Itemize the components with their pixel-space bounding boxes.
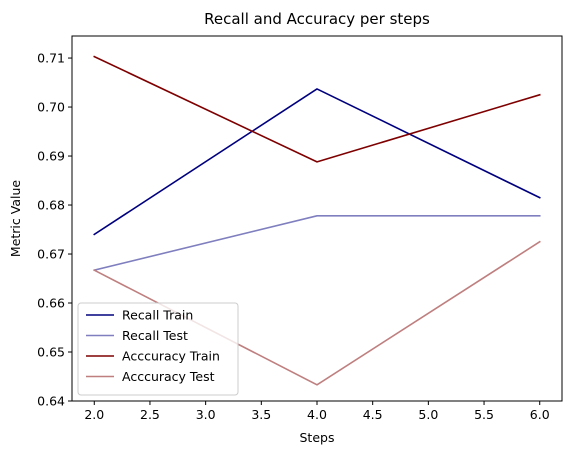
x-tick-label: 5.0: [418, 407, 438, 422]
chart-title: Recall and Accuracy per steps: [204, 10, 430, 28]
x-axis-label: Steps: [300, 430, 335, 445]
legend-label: Recall Train: [122, 308, 193, 323]
y-tick-label: 0.65: [37, 345, 65, 360]
x-tick-label: 4.5: [363, 407, 383, 422]
legend-label: Acccuracy Test: [122, 369, 215, 384]
x-tick-label: 6.0: [530, 407, 550, 422]
y-tick-label: 0.67: [37, 247, 65, 262]
y-tick-label: 0.71: [37, 51, 65, 66]
y-axis: 0.64 0.65 0.66 0.67 0.68 0.69 0.70 0.71: [37, 51, 72, 409]
x-tick-label: 4.0: [307, 407, 327, 422]
y-tick-label: 0.68: [37, 198, 65, 213]
x-tick-label: 2.5: [140, 407, 160, 422]
legend-box: [77, 302, 239, 396]
legend: Recall Train Recall Test Acccuracy Train Ac…: [77, 302, 239, 396]
x-tick-label: 3.0: [196, 407, 216, 422]
series-line-3: [93, 55, 541, 163]
legend-label: Acccuracy Train: [122, 349, 220, 364]
y-axis-label: Metric Value: [8, 180, 23, 257]
x-tick-label: 3.5: [251, 407, 271, 422]
y-tick-label: 0.69: [37, 149, 65, 164]
y-tick-label: 0.70: [37, 100, 65, 115]
x-tick-label: 2.0: [84, 407, 104, 422]
x-axis: 2.0 2.5 3.0 3.5 4.0 4.5 5.0 5.5 6.0: [84, 401, 550, 422]
y-tick-label: 0.64: [37, 394, 65, 409]
series-line-2: [93, 215, 541, 272]
legend-label: Recall Test: [122, 328, 188, 343]
y-tick-label: 0.66: [37, 296, 65, 311]
series-line-1: [93, 88, 541, 236]
x-tick-label: 5.5: [474, 407, 494, 422]
